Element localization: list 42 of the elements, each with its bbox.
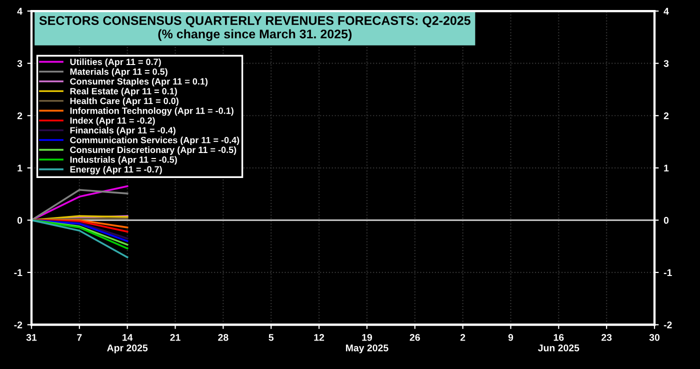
- y2-tick-label: 2: [664, 112, 669, 120]
- y2-tick-label: -2: [664, 321, 672, 328]
- legend-label: Index (Apr 11 = -0.2): [70, 117, 155, 126]
- legend-label: Consumer Staples (Apr 11 = 0.1): [70, 78, 208, 86]
- chart-title: SECTORS CONSENSUS QUARTERLY REVENUES FORECASTS: Q2-2025: [39, 16, 470, 28]
- legend-label: Information Technology (Apr 11 = -0.1): [70, 107, 234, 116]
- legend-label: Energy (Apr 11 = -0.7): [70, 166, 162, 174]
- text: (% change since March 31. 2025): [158, 29, 352, 41]
- legend-label: Industrials (Apr 11 = -0.5): [70, 156, 177, 165]
- legend-label: Real Estate (Apr 11 = 0.1): [70, 88, 177, 96]
- y2-tick-label: 0: [664, 216, 669, 224]
- y2-tick-label: 3: [664, 60, 669, 67]
- y2-tick-label: -1: [664, 269, 672, 276]
- y-tick-label: 0: [17, 216, 22, 224]
- x-tick-label: 14 Apr 2025: [107, 334, 148, 354]
- x-tick-label: 21: [170, 334, 180, 341]
- x-tick-label: 12: [314, 334, 324, 341]
- x-tick-label: 28: [218, 334, 228, 341]
- x-tick-label: 16 Jun 2025: [538, 334, 580, 352]
- y-tick-label: -1: [14, 269, 22, 276]
- y-tick-label: 2: [17, 112, 22, 120]
- y-tick-label: 3: [17, 60, 22, 67]
- x-tick-label: 2: [460, 334, 466, 341]
- x-tick-label: 23: [602, 334, 612, 341]
- x-tick-label: 7: [77, 334, 82, 341]
- y2-tick-label: 4: [664, 8, 669, 15]
- y-tick-label: -2: [14, 321, 22, 328]
- y2-tick-label: 1: [664, 164, 669, 172]
- legend-label: Consumer Discretionary (Apr 11 = -0.5): [70, 146, 236, 155]
- x-tick-label: 26: [410, 334, 420, 341]
- x-tick-label: 31: [26, 334, 37, 341]
- x-tick-label: 5: [268, 334, 274, 341]
- x-tick-label: 19 May 2025: [346, 334, 388, 354]
- legend-label: Financials (Apr 11 = -0.4): [70, 126, 176, 136]
- x-tick-label: 30: [649, 334, 660, 341]
- legend-label: Communication Services (Apr 11 = -0.4): [70, 136, 240, 146]
- legend-label: Health Care (Apr 11 = 0.0): [70, 98, 178, 106]
- legend-label: Materials (Apr 11 = 0.5): [70, 68, 168, 77]
- legend-label: Utilities (Apr 11 = 0.7): [70, 58, 161, 67]
- y-tick-label: 4: [17, 8, 22, 15]
- y-tick-label: 1: [18, 164, 22, 172]
- x-tick-label: 9: [508, 334, 514, 341]
